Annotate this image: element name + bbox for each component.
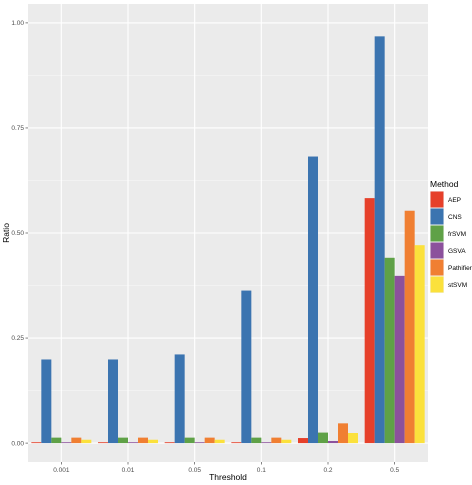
bar-frsvm: [184, 437, 195, 444]
legend-label: AEP: [448, 197, 461, 204]
legend-swatch-gsva: [430, 242, 444, 259]
bar-gsva: [194, 442, 205, 444]
y-tick-label: 0.50: [11, 230, 24, 237]
legend-swatch-aep: [430, 191, 444, 208]
bar-cns: [308, 156, 318, 444]
y-tick-label: 1.00: [11, 20, 24, 27]
bar-stsvm: [214, 439, 225, 444]
bar-cns: [174, 354, 185, 444]
legend-title: Method: [430, 179, 459, 189]
legend-label: CNS: [448, 214, 462, 221]
y-axis-ticks: 0.00 0.25 0.50 0.75 1.00: [11, 20, 28, 447]
legend-swatch-pathifier: [430, 259, 444, 276]
bar-cns: [374, 36, 385, 444]
bar-gsva: [261, 442, 272, 444]
bar-pathifier: [404, 210, 415, 444]
legend: Method AEP CNS frSVM GSVA Pathifier stSVM: [430, 179, 472, 293]
bar-pathifier: [138, 437, 148, 444]
y-axis-title: Ratio: [1, 223, 11, 243]
bar-gsva: [61, 442, 72, 444]
y-tick-label: 0.00: [11, 440, 24, 447]
x-tick-label: 0.001: [53, 467, 70, 474]
bar-frsvm: [51, 437, 62, 444]
bar-cns: [241, 290, 252, 444]
legend-swatch-frsvm: [430, 225, 444, 242]
y-tick-label: 0.25: [11, 335, 24, 342]
bar-stsvm: [348, 433, 358, 444]
bar-stsvm: [81, 439, 92, 444]
legend-label: Pathifier: [448, 265, 472, 272]
x-axis-title: Threshold: [209, 472, 247, 482]
legend-swatch-stsvm: [430, 276, 444, 293]
legend-label: frSVM: [448, 231, 466, 238]
bar-frsvm: [251, 437, 262, 444]
bar-pathifier: [338, 423, 348, 444]
legend-swatch-cns: [430, 208, 444, 225]
legend-label: GSVA: [448, 248, 466, 255]
bar-frsvm: [318, 432, 328, 444]
bar-stsvm: [414, 245, 425, 444]
bar-gsva: [394, 275, 405, 444]
bar-gsva: [328, 440, 338, 444]
bar-aep: [298, 438, 308, 444]
x-tick-label: 0.2: [323, 467, 332, 474]
bar-pathifier: [71, 437, 82, 444]
bar-cns: [108, 359, 118, 444]
x-axis-ticks: 0.001 0.01 0.05 0.1 0.2 0.5: [53, 462, 400, 474]
bar-frsvm: [384, 257, 395, 444]
bars-group: [31, 36, 425, 444]
bar-pathifier: [271, 437, 282, 444]
bar-gsva: [128, 442, 138, 444]
x-tick-label: 0.01: [122, 467, 135, 474]
bar-aep: [231, 442, 242, 444]
x-tick-label: 0.1: [257, 467, 266, 474]
x-tick-label: 0.05: [188, 467, 201, 474]
bar-stsvm: [281, 439, 292, 444]
bar-aep: [98, 442, 108, 444]
bar-aep: [31, 442, 42, 444]
bar-pathifier: [204, 437, 215, 444]
grid-lines: [28, 4, 428, 462]
bar-aep: [164, 442, 175, 444]
bar-frsvm: [118, 437, 128, 444]
legend-items: AEP CNS frSVM GSVA Pathifier stSVM: [430, 191, 472, 293]
x-tick-label: 0.5: [390, 467, 399, 474]
bar-aep: [364, 198, 375, 444]
legend-label: stSVM: [448, 282, 467, 289]
y-tick-label: 0.75: [11, 125, 24, 132]
bar-cns: [41, 359, 52, 444]
bar-stsvm: [148, 439, 158, 444]
